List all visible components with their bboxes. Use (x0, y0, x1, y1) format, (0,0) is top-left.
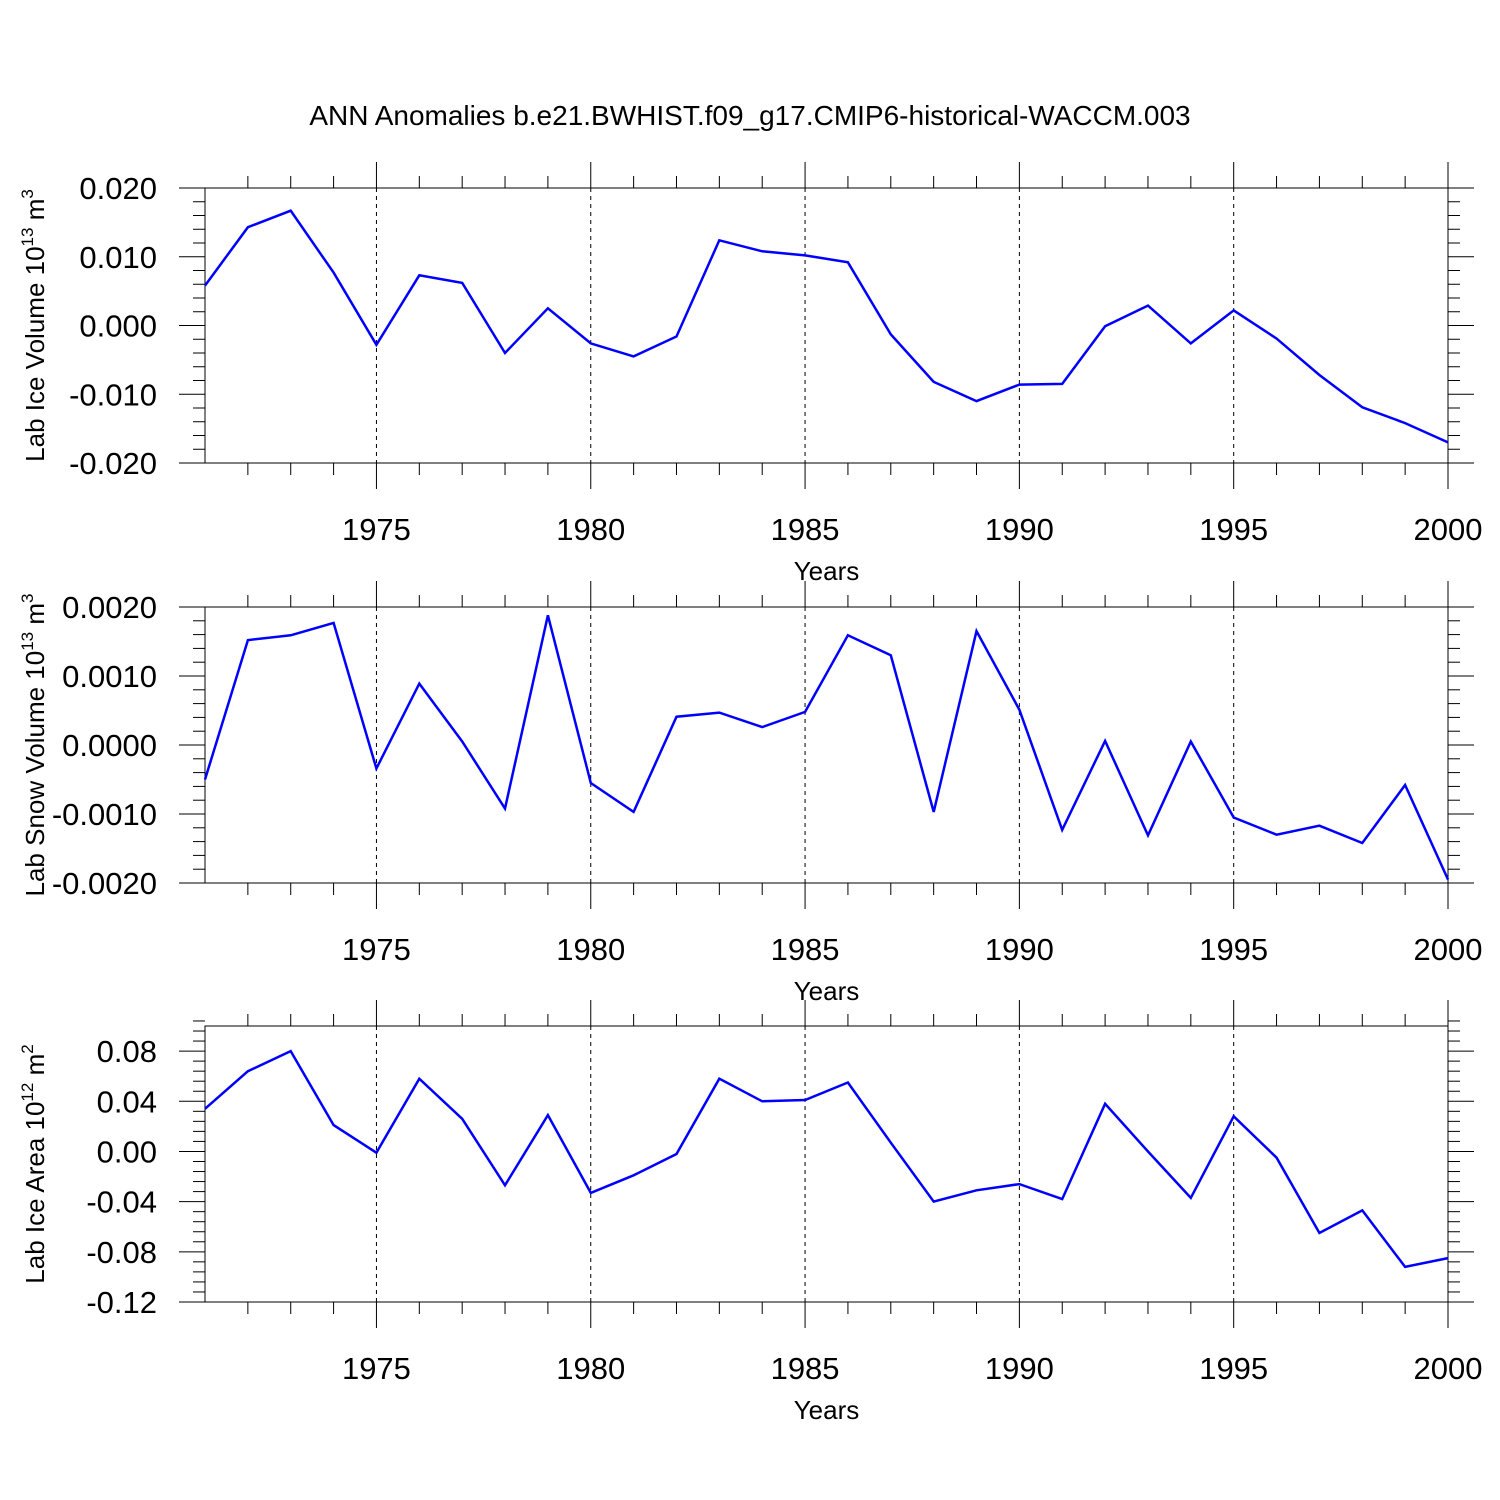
y-axis-title-part: m (20, 603, 50, 632)
x-tick-label: 2000 (1414, 932, 1483, 967)
x-tick-label: 1975 (342, 932, 411, 967)
x-axis-title: Years (794, 556, 860, 586)
y-tick-label: -0.12 (86, 1285, 157, 1320)
x-axis-title: Years (794, 976, 860, 1006)
plot-frame (204, 606, 1449, 884)
y-tick-label: -0.0020 (52, 866, 157, 901)
y-tick-label: 0.0010 (62, 659, 157, 694)
x-tick-label: 1990 (985, 932, 1054, 967)
x-tick-label: 1980 (556, 512, 625, 547)
y-tick-label: 0.04 (97, 1084, 157, 1119)
x-tick-label: 1980 (556, 932, 625, 967)
y-axis-title-part: m (20, 1054, 50, 1083)
y-axis-title-superscript: 12 (18, 1083, 37, 1102)
y-tick-label: 0.00 (97, 1134, 157, 1169)
y-axis-title-superscript: 13 (18, 228, 37, 247)
y-axis-title-part: Lab Ice Area 10 (20, 1102, 50, 1284)
y-axis-title-part: Lab Ice Volume 10 (20, 246, 50, 461)
y-axis-title-part: Lab Snow Volume 10 (20, 651, 50, 897)
y-axis-title: Lab Ice Volume 1013 m3 (18, 189, 50, 462)
y-tick-label: -0.08 (86, 1235, 157, 1270)
plot-frame (204, 187, 1449, 464)
x-tick-label: 1985 (771, 1351, 840, 1386)
x-tick-label: 1980 (556, 1351, 625, 1386)
ice-area-panel: 1975 1980 1985 1990 1995 2000 0.08 0.04 0.00 -0.0… (18, 1000, 1482, 1425)
y-tick-label: 0.010 (79, 240, 157, 275)
x-tick-label: 1990 (985, 1351, 1054, 1386)
ice-volume-panel: 1975 1980 1985 1990 1995 2000 0.020 0.010 0.000 -… (18, 162, 1482, 586)
y-axis-title-superscript: 3 (18, 593, 37, 602)
x-tick-label: 1985 (771, 932, 840, 967)
x-tick-label: 1990 (985, 512, 1054, 547)
y-axis-title-superscript: 3 (18, 189, 37, 198)
y-axis-title-superscript: 13 (18, 632, 37, 651)
y-tick-label: -0.020 (69, 446, 157, 481)
y-tick-label: 0.08 (97, 1034, 157, 1069)
series-line (203, 209, 1449, 444)
x-tick-label: 2000 (1414, 512, 1483, 547)
plot-frame (204, 1025, 1449, 1303)
y-axis-title: Lab Ice Area 1012 m2 (18, 1044, 50, 1283)
series-line (204, 1049, 1449, 1269)
x-axis-title: Years (794, 1395, 860, 1425)
x-tick-label: 1975 (342, 1351, 411, 1386)
y-tick-label: 0.020 (79, 171, 157, 206)
y-tick-label: 0.0020 (62, 590, 157, 625)
x-tick-label: 1995 (1199, 512, 1268, 547)
y-tick-label: -0.010 (69, 377, 157, 412)
y-tick-label: -0.0010 (52, 797, 157, 832)
x-tick-label: 1985 (771, 512, 840, 547)
figure-title: ANN Anomalies b.e21.BWHIST.f09_g17.CMIP6… (309, 100, 1190, 131)
series-line (203, 614, 1450, 881)
y-tick-label: 0.000 (79, 309, 157, 344)
x-tick-label: 1995 (1199, 932, 1268, 967)
x-tick-label: 2000 (1414, 1351, 1483, 1386)
y-axis-title-superscript: 2 (18, 1044, 37, 1053)
x-tick-label: 1975 (342, 512, 411, 547)
y-tick-label: -0.04 (86, 1185, 157, 1220)
y-axis-title: Lab Snow Volume 1013 m3 (18, 593, 50, 896)
x-tick-label: 1995 (1199, 1351, 1268, 1386)
y-axis-title-part: m (20, 199, 50, 228)
y-tick-label: 0.0000 (62, 728, 157, 763)
snow-volume-panel: 1975 1980 1985 1990 1995 2000 0.0020 0.0010 0.00… (18, 581, 1482, 1006)
